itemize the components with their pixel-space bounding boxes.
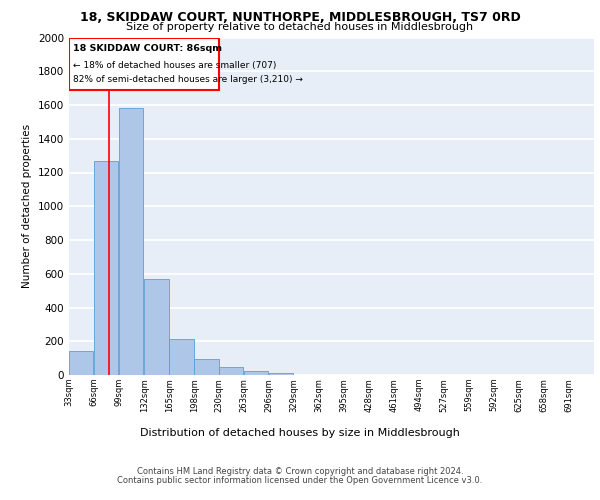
Bar <box>69 352 94 375</box>
Bar <box>94 160 118 375</box>
Bar <box>269 373 293 375</box>
Bar <box>119 108 143 375</box>
Text: 18 SKIDDAW COURT: 86sqm: 18 SKIDDAW COURT: 86sqm <box>73 44 222 53</box>
Text: 18, SKIDDAW COURT, NUNTHORPE, MIDDLESBROUGH, TS7 0RD: 18, SKIDDAW COURT, NUNTHORPE, MIDDLESBRO… <box>80 11 520 24</box>
Text: 82% of semi-detached houses are larger (3,210) →: 82% of semi-detached houses are larger (… <box>73 75 302 84</box>
Text: Size of property relative to detached houses in Middlesbrough: Size of property relative to detached ho… <box>127 22 473 32</box>
Text: Contains HM Land Registry data © Crown copyright and database right 2024.: Contains HM Land Registry data © Crown c… <box>137 467 463 476</box>
Bar <box>144 279 169 375</box>
FancyBboxPatch shape <box>69 38 218 90</box>
Text: Distribution of detached houses by size in Middlesbrough: Distribution of detached houses by size … <box>140 428 460 438</box>
Y-axis label: Number of detached properties: Number of detached properties <box>22 124 32 288</box>
Bar <box>194 360 218 375</box>
Bar <box>218 366 243 375</box>
Bar <box>244 372 268 375</box>
Bar <box>169 338 194 375</box>
Text: ← 18% of detached houses are smaller (707): ← 18% of detached houses are smaller (70… <box>73 61 276 70</box>
Text: Contains public sector information licensed under the Open Government Licence v3: Contains public sector information licen… <box>118 476 482 485</box>
